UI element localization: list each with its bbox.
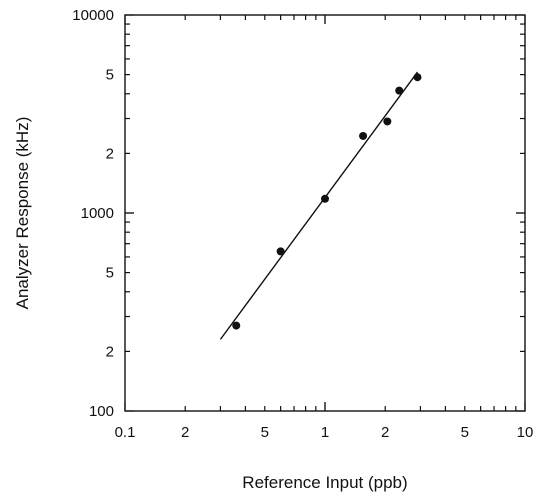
x-tick-label: 2 bbox=[381, 424, 389, 441]
y-tick-labels: 100 2 5 1000 2 5 10000 bbox=[72, 7, 114, 420]
data-point bbox=[276, 247, 285, 256]
y-axis-title: Analyzer Response (kHz) bbox=[13, 117, 32, 310]
y-tick-label: 2 bbox=[106, 145, 114, 162]
x-tick-label: 5 bbox=[461, 424, 469, 441]
data-point bbox=[321, 194, 329, 203]
plot-frame bbox=[124, 14, 526, 412]
x-axis-title: Reference Input (ppb) bbox=[242, 473, 407, 492]
x-tick-label: 2 bbox=[181, 424, 189, 441]
x-tick-label: 5 bbox=[261, 424, 269, 441]
data-points bbox=[232, 73, 422, 330]
data-point bbox=[383, 117, 392, 126]
y-tick-label: 5 bbox=[106, 67, 114, 84]
y-tick-label: 100 bbox=[89, 403, 114, 420]
data-point bbox=[359, 131, 368, 140]
fit-line bbox=[219, 71, 419, 340]
y-tick-label: 5 bbox=[106, 265, 114, 282]
x-tick-labels: 0.1 2 5 1 2 5 10 bbox=[115, 424, 534, 441]
y-tick-label: 1000 bbox=[81, 205, 114, 222]
y-tick-label: 10000 bbox=[72, 7, 114, 24]
data-point bbox=[232, 321, 241, 330]
data-point bbox=[413, 73, 422, 82]
x-tick-label: 10 bbox=[517, 424, 534, 441]
y-tick-label: 2 bbox=[106, 343, 114, 360]
data-point bbox=[395, 86, 404, 95]
x-tick-label: 0.1 bbox=[115, 424, 136, 441]
x-tick-label: 1 bbox=[321, 424, 329, 441]
axis-ticks bbox=[124, 14, 526, 412]
